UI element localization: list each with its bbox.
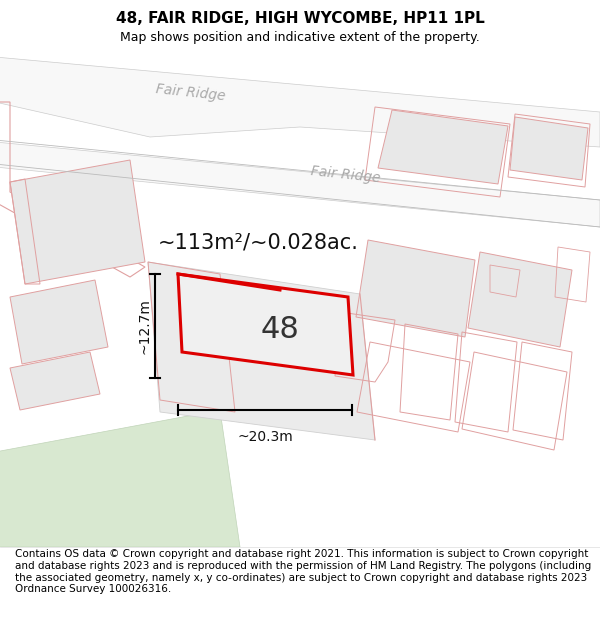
Polygon shape — [356, 240, 475, 337]
Polygon shape — [10, 160, 145, 284]
Polygon shape — [0, 410, 240, 547]
Polygon shape — [378, 110, 508, 184]
Text: ~12.7m: ~12.7m — [138, 298, 152, 354]
Polygon shape — [10, 280, 108, 364]
Text: ~113m²/~0.028ac.: ~113m²/~0.028ac. — [158, 232, 358, 252]
Text: ~20.3m: ~20.3m — [237, 430, 293, 444]
Text: 48, FAIR RIDGE, HIGH WYCOMBE, HP11 1PL: 48, FAIR RIDGE, HIGH WYCOMBE, HP11 1PL — [116, 11, 484, 26]
Polygon shape — [510, 117, 588, 180]
Text: Contains OS data © Crown copyright and database right 2021. This information is : Contains OS data © Crown copyright and d… — [15, 549, 591, 594]
Polygon shape — [178, 274, 353, 375]
Text: Fair Ridge: Fair Ridge — [310, 164, 381, 185]
Text: Map shows position and indicative extent of the property.: Map shows position and indicative extent… — [120, 31, 480, 44]
Text: 48: 48 — [260, 316, 299, 344]
Polygon shape — [468, 252, 572, 347]
Text: Fair Ridge: Fair Ridge — [155, 82, 226, 103]
Polygon shape — [148, 262, 375, 440]
Polygon shape — [0, 142, 600, 227]
Polygon shape — [10, 352, 100, 410]
Polygon shape — [0, 57, 600, 147]
